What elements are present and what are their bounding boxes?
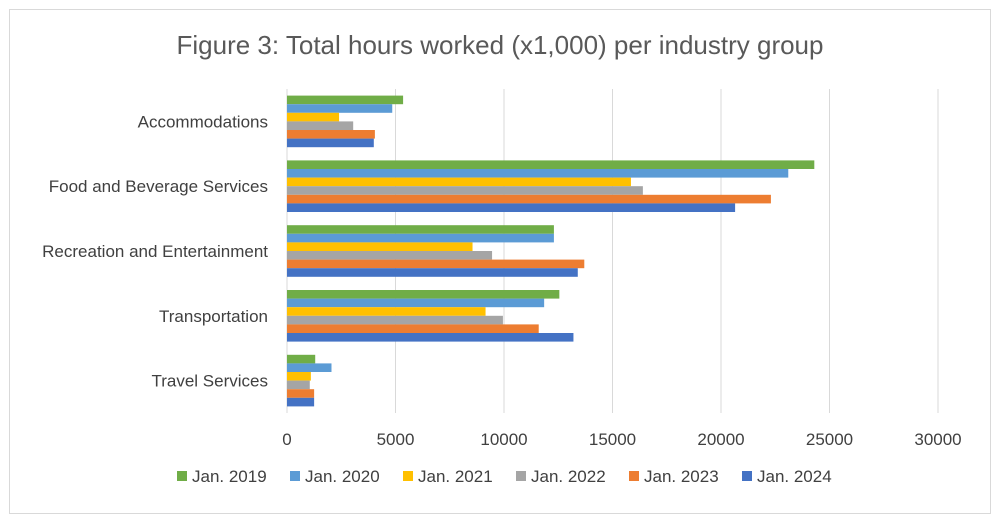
legend-swatch-jan-2024 <box>742 471 752 481</box>
bar-recreation-and-entertainment-jan-2019 <box>287 225 554 234</box>
category-label: Transportation <box>159 307 268 326</box>
legend-label: Jan. 2022 <box>531 467 606 486</box>
x-tick-label: 5000 <box>377 430 415 449</box>
x-tick-label: 25000 <box>806 430 853 449</box>
bar-food-and-beverage-services-jan-2020 <box>287 169 789 178</box>
legend: Jan. 2019 Jan. 2020 Jan. 2021 Jan. 2022 Jan.… <box>177 467 832 486</box>
bar-food-and-beverage-services-jan-2022 <box>287 186 643 195</box>
category-label: Food and Beverage Services <box>49 177 268 196</box>
category-label: Recreation and Entertainment <box>42 242 268 261</box>
bar-travel-services-jan-2021 <box>287 372 311 381</box>
bar-transportation-jan-2021 <box>287 307 486 316</box>
x-tick-label: 15000 <box>589 430 636 449</box>
bar-travel-services-jan-2022 <box>287 380 310 390</box>
category-labels: Accommodations Food and Beverage Services… <box>42 112 268 390</box>
bar-food-and-beverage-services-jan-2019 <box>287 160 815 169</box>
bar-recreation-and-entertainment-jan-2022 <box>287 251 493 260</box>
legend-label: Jan. 2020 <box>305 467 380 486</box>
category-label: Travel Services <box>151 372 268 391</box>
bar-food-and-beverage-services-jan-2024 <box>287 203 736 212</box>
x-tick-label: 30000 <box>914 430 961 449</box>
bar-accommodations-jan-2023 <box>287 130 375 139</box>
bar-transportation-jan-2022 <box>287 315 503 325</box>
bar-transportation-jan-2023 <box>287 324 539 333</box>
bar-food-and-beverage-services-jan-2023 <box>287 194 771 204</box>
bar-transportation-jan-2020 <box>287 298 545 308</box>
bar-transportation-jan-2024 <box>287 333 574 342</box>
bar-accommodations-jan-2022 <box>287 121 354 130</box>
legend-label: Jan. 2021 <box>418 467 493 486</box>
bar-transportation-jan-2019 <box>287 290 560 299</box>
bar-recreation-and-entertainment-jan-2023 <box>287 259 585 269</box>
bar-recreation-and-entertainment-jan-2020 <box>287 233 554 243</box>
category-label: Accommodations <box>138 112 268 131</box>
bar-accommodations-jan-2021 <box>287 112 340 122</box>
legend-swatch-jan-2019 <box>177 471 187 481</box>
bar-accommodations-jan-2020 <box>287 104 393 113</box>
legend-label: Jan. 2019 <box>192 467 267 486</box>
bar-travel-services-jan-2020 <box>287 363 332 372</box>
bar-accommodations-jan-2024 <box>287 138 374 148</box>
x-tick-labels: 0 5000 10000 15000 20000 25000 30000 <box>282 430 961 449</box>
bar-accommodations-jan-2019 <box>287 95 404 105</box>
legend-swatch-jan-2023 <box>629 471 639 481</box>
legend-label: Jan. 2024 <box>757 467 832 486</box>
legend-swatch-jan-2022 <box>516 471 526 481</box>
x-tick-label: 20000 <box>697 430 744 449</box>
legend-swatch-jan-2020 <box>290 471 300 481</box>
legend-swatch-jan-2021 <box>403 471 413 481</box>
legend-label: Jan. 2023 <box>644 467 719 486</box>
bar-food-and-beverage-services-jan-2021 <box>287 177 631 187</box>
bar-recreation-and-entertainment-jan-2024 <box>287 268 578 277</box>
bar-travel-services-jan-2023 <box>287 389 315 398</box>
bar-travel-services-jan-2019 <box>287 354 316 364</box>
bar-recreation-and-entertainment-jan-2021 <box>287 242 473 251</box>
x-tick-label: 0 <box>282 430 291 449</box>
bars <box>287 95 815 407</box>
x-tick-label: 10000 <box>480 430 527 449</box>
chart-title: Figure 3: Total hours worked (x1,000) pe… <box>177 30 824 60</box>
bar-travel-services-jan-2024 <box>287 397 315 407</box>
